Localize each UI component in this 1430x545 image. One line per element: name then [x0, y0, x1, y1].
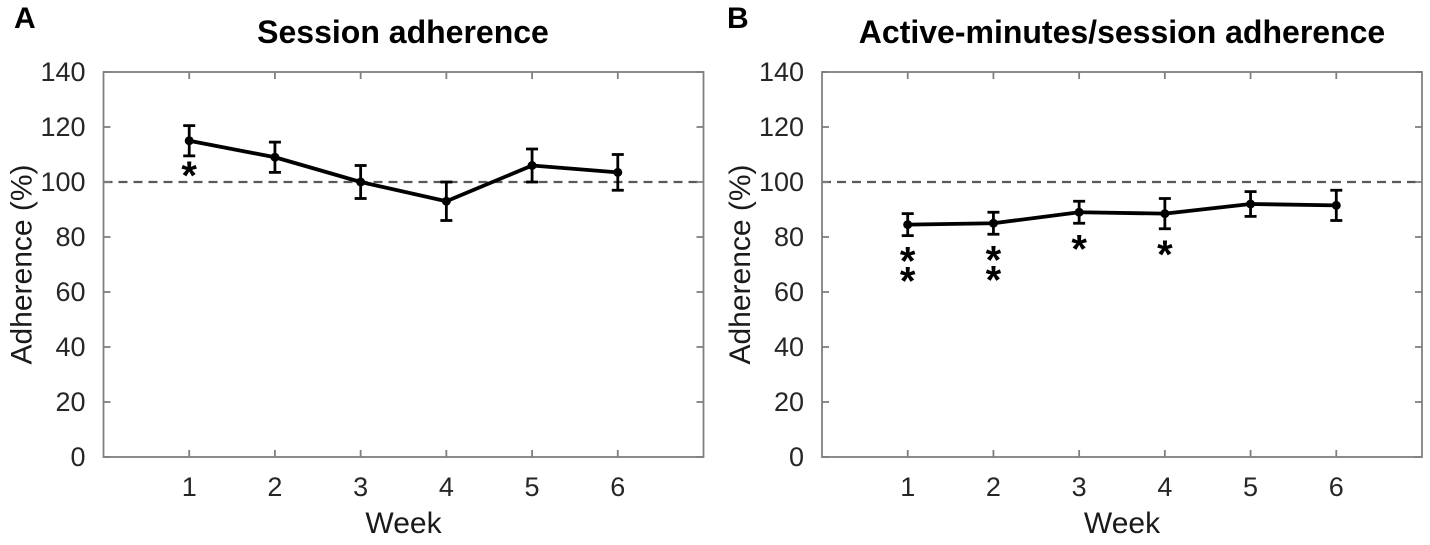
significance-star: *	[986, 258, 1002, 302]
data-point	[1074, 207, 1084, 217]
significance-star: *	[181, 154, 197, 198]
significance-star: *	[900, 240, 916, 284]
y-tick-label: 0	[789, 442, 804, 472]
panel-a-plot: 0 20 40 60 80 100 120 140 1 2 3 4 5 6 Week Adherence (%…	[6, 57, 705, 540]
significance-star: *	[986, 238, 1002, 282]
y-tick-label: 40	[55, 332, 85, 362]
y-tick-label: 120	[759, 112, 804, 142]
data-line	[905, 202, 1339, 227]
axis-frame	[102, 71, 705, 458]
significance-star: *	[1071, 227, 1087, 271]
data-point	[356, 177, 366, 187]
y-tick-label: 140	[40, 57, 85, 87]
y-axis-label: Adherence (%)	[724, 164, 757, 364]
x-tick-label: 1	[182, 472, 197, 502]
y-tick-label: 20	[55, 387, 85, 417]
y-tick-label: 60	[55, 277, 85, 307]
significance-star: *	[900, 260, 916, 304]
y-tick-label: 100	[40, 167, 85, 197]
x-tick-label: 2	[986, 472, 1001, 502]
y-tick-label: 120	[40, 112, 85, 142]
x-tick-label: 5	[525, 472, 540, 502]
y-tick-label: 140	[759, 57, 804, 87]
data-point	[527, 161, 537, 170]
data-point	[441, 196, 451, 206]
panel-b-letter: B	[727, 2, 749, 35]
x-tick-label: 1	[900, 472, 915, 502]
panel-b-plot: 0 20 40 60 80 100 120 140 1 2 3 4 5 6 Week Adherence (%…	[724, 57, 1423, 540]
y-tick-label: 80	[774, 222, 804, 252]
x-tick-label: 6	[610, 472, 625, 502]
y-tick-label: 60	[774, 277, 804, 307]
x-axis-label: Week	[365, 507, 442, 540]
panel-a-title: Session adherence	[257, 14, 549, 50]
data-line	[187, 138, 620, 204]
x-tick-label: 3	[353, 472, 368, 502]
data-point	[988, 218, 998, 228]
x-tick-label: 3	[1072, 472, 1087, 502]
panel-a: A Session adherence 0 20 40 60 80 100 120 140 1 2…	[6, 2, 705, 540]
panel-b-title: Active-minutes/session adherence	[858, 14, 1386, 50]
data-point	[184, 136, 194, 146]
data-point	[270, 152, 280, 162]
data-point	[1246, 199, 1256, 209]
data-point	[1331, 200, 1341, 210]
x-tick-label: 5	[1243, 472, 1258, 502]
y-tick-label: 20	[774, 387, 804, 417]
axis-frame	[821, 71, 1423, 458]
x-tick-label: 4	[439, 472, 454, 502]
data-point	[903, 220, 913, 230]
x-tick-label: 2	[267, 472, 282, 502]
y-tick-label: 100	[759, 167, 804, 197]
x-tick-label: 4	[1157, 472, 1172, 502]
y-tick-label: 0	[70, 442, 85, 472]
y-tick-label: 80	[55, 222, 85, 252]
panel-b: B Active-minutes/session adherence 0 20 40…	[715, 0, 1430, 545]
significance-star: *	[1157, 233, 1173, 277]
x-axis-label: Week	[1084, 507, 1161, 540]
data-point	[613, 167, 623, 177]
data-point	[1160, 209, 1170, 219]
y-tick-label: 40	[774, 332, 804, 362]
x-tick-label: 6	[1329, 472, 1344, 502]
panel-a-letter: A	[14, 2, 36, 35]
y-axis-label: Adherence (%)	[6, 164, 39, 364]
